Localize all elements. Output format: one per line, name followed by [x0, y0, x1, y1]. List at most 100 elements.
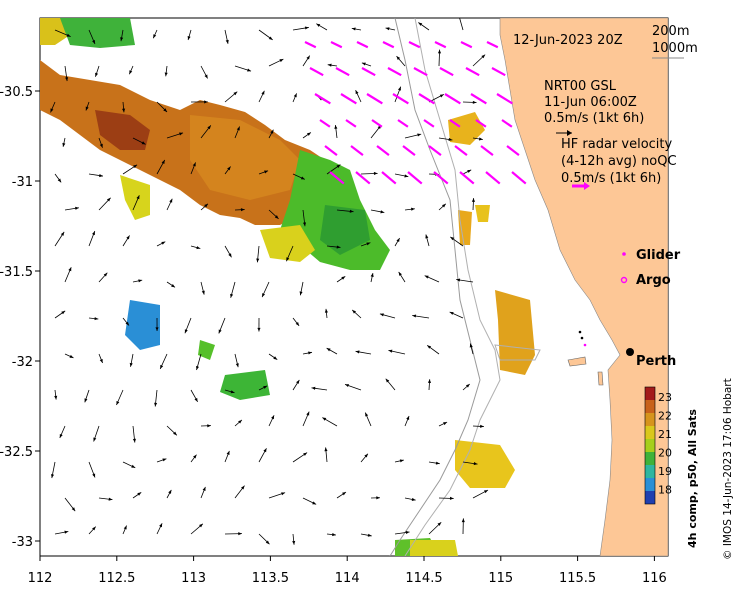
gsl-arrow-head [71, 507, 76, 512]
gsl-arrow-head [129, 70, 133, 75]
gsl-arrow-head [196, 366, 200, 371]
gsl-arrow-head [427, 345, 432, 349]
gsl-arrow-head [399, 459, 404, 463]
hf-radar-arrow [350, 145, 364, 156]
gsl-arrow-head [84, 398, 88, 403]
hf-radar-arrow [371, 119, 383, 128]
gsl-arrow-head [225, 39, 229, 44]
hf-radar-arrow [444, 93, 461, 105]
gsl-arrow-head [355, 90, 359, 95]
gsl-arrow-head [484, 490, 488, 494]
hf-radar-arrow [402, 145, 416, 156]
gsl-arrow-head [263, 385, 268, 389]
argo-legend-marker [620, 276, 628, 284]
hf-radar-arrow [460, 41, 473, 49]
gsl-arrow-head [168, 489, 172, 494]
gsl-arrow-head [367, 533, 372, 537]
gsl-arrow-head [85, 106, 89, 111]
gsl-arrow-head [68, 267, 72, 272]
hf-radar-arrow [407, 171, 423, 185]
gsl-arrow-head [228, 253, 232, 258]
x-tick-label: 113.5 [252, 571, 289, 586]
hf-radar-arrow [361, 67, 376, 77]
gsl-arrow-head [126, 235, 130, 240]
hf-radar-arrow [309, 67, 324, 77]
isobath-200m [389, 18, 481, 556]
gsl-arrow-head [75, 206, 79, 210]
gsl-arrow-head [336, 164, 341, 169]
x-tick-label: 114.5 [405, 571, 442, 586]
hf-radar-arrow [304, 41, 317, 49]
gsl-arrow-head [187, 35, 191, 40]
hf-radar-arrow [340, 93, 357, 105]
gsl-arrow-head [137, 492, 142, 496]
gsl-arrow-head [262, 293, 266, 298]
gsl-arrow-head [379, 313, 384, 317]
isobath-label-1000m: 1000m [652, 41, 698, 56]
colorbar-tick-label: 23 [658, 391, 672, 404]
gsl-scale: 0.5m/s (1kt 6h) [544, 111, 644, 126]
glider-track [578, 330, 587, 347]
gsl-arrow-head [64, 530, 69, 534]
gsl-arrow-head [411, 497, 416, 501]
gsl-arrow-head [155, 327, 159, 332]
gsl-arrow-head [405, 530, 410, 535]
gsl-arrow-head [303, 452, 308, 456]
gsl-arrow-head [412, 314, 417, 318]
gsl-arrow-head [264, 170, 269, 174]
gsl-arrow-head [456, 278, 461, 282]
date-label: 12-Jun-2023 20Z [513, 33, 623, 48]
hf-radar-arrow [486, 41, 499, 49]
y-tick-label: -33 [12, 535, 33, 550]
gsl-arrow-head [169, 198, 173, 203]
gsl-arrow-head [204, 203, 208, 208]
gsl-arrow-head [270, 129, 274, 134]
x-tick-label: 115.5 [559, 571, 596, 586]
x-tick-label: 116 [642, 571, 667, 586]
gsl-arrow-head [265, 540, 270, 545]
gsl-arrow-head [171, 284, 176, 288]
gsl-arrow-head [326, 348, 331, 352]
y-tick-label: -30.5 [0, 85, 33, 100]
gsl-arrow-head [99, 143, 103, 148]
credit-label: © IMOS 14-Jun-2023 17:06 Hobart [722, 378, 734, 560]
gsl-arrow-head [342, 492, 347, 496]
hf-radar-arrow [501, 119, 513, 128]
gsl-arrow-head [306, 55, 310, 60]
gsl-arrow-head [125, 321, 130, 326]
gsl-arrow-head [279, 59, 284, 63]
gsl-arrow-head [61, 310, 66, 315]
gsl-arrow-head [106, 197, 111, 202]
gsl-arrow-head [59, 433, 63, 438]
sst-warm-patch [40, 18, 325, 225]
gsl-arrow-head [286, 257, 290, 262]
gsl-arrow-head [230, 390, 235, 394]
hf-radar-arrow [345, 119, 357, 128]
gsl-arrow-head [417, 133, 422, 137]
gsl-arrow-head [295, 322, 300, 326]
gsl-arrow-head [233, 91, 238, 96]
gsl-arrow-head [141, 141, 146, 145]
x-tick-label: 112.5 [98, 571, 135, 586]
city-label: Perth [636, 354, 676, 369]
hf-radar-arrow [324, 145, 338, 156]
gsl-arrow-head [60, 231, 65, 236]
hf-radar-arrow [475, 119, 487, 128]
colorbar-tick-label: 22 [658, 410, 672, 423]
colorbar-tick-label: 20 [658, 447, 672, 460]
isobath-1000m [404, 18, 501, 556]
radar-avg: (4-12h avg) noQC [561, 154, 677, 169]
gsl-arrow-head [306, 132, 311, 136]
radar-title: HF radar velocity [561, 137, 673, 152]
hf-radar-arrow [382, 41, 395, 49]
gsl-arrow-head [461, 518, 465, 523]
gsl-arrow-head [396, 238, 400, 243]
gsl-arrow-head [345, 384, 350, 388]
gsl-arrow-head [108, 497, 113, 501]
gsl-arrow-head [449, 496, 454, 500]
gsl-arrow-head [366, 242, 371, 246]
gsl-arrow-head [397, 86, 401, 91]
gsl-arrow-head [159, 523, 163, 528]
gsl-arrow-head [364, 453, 368, 458]
gsl-arrow-head [116, 401, 120, 406]
